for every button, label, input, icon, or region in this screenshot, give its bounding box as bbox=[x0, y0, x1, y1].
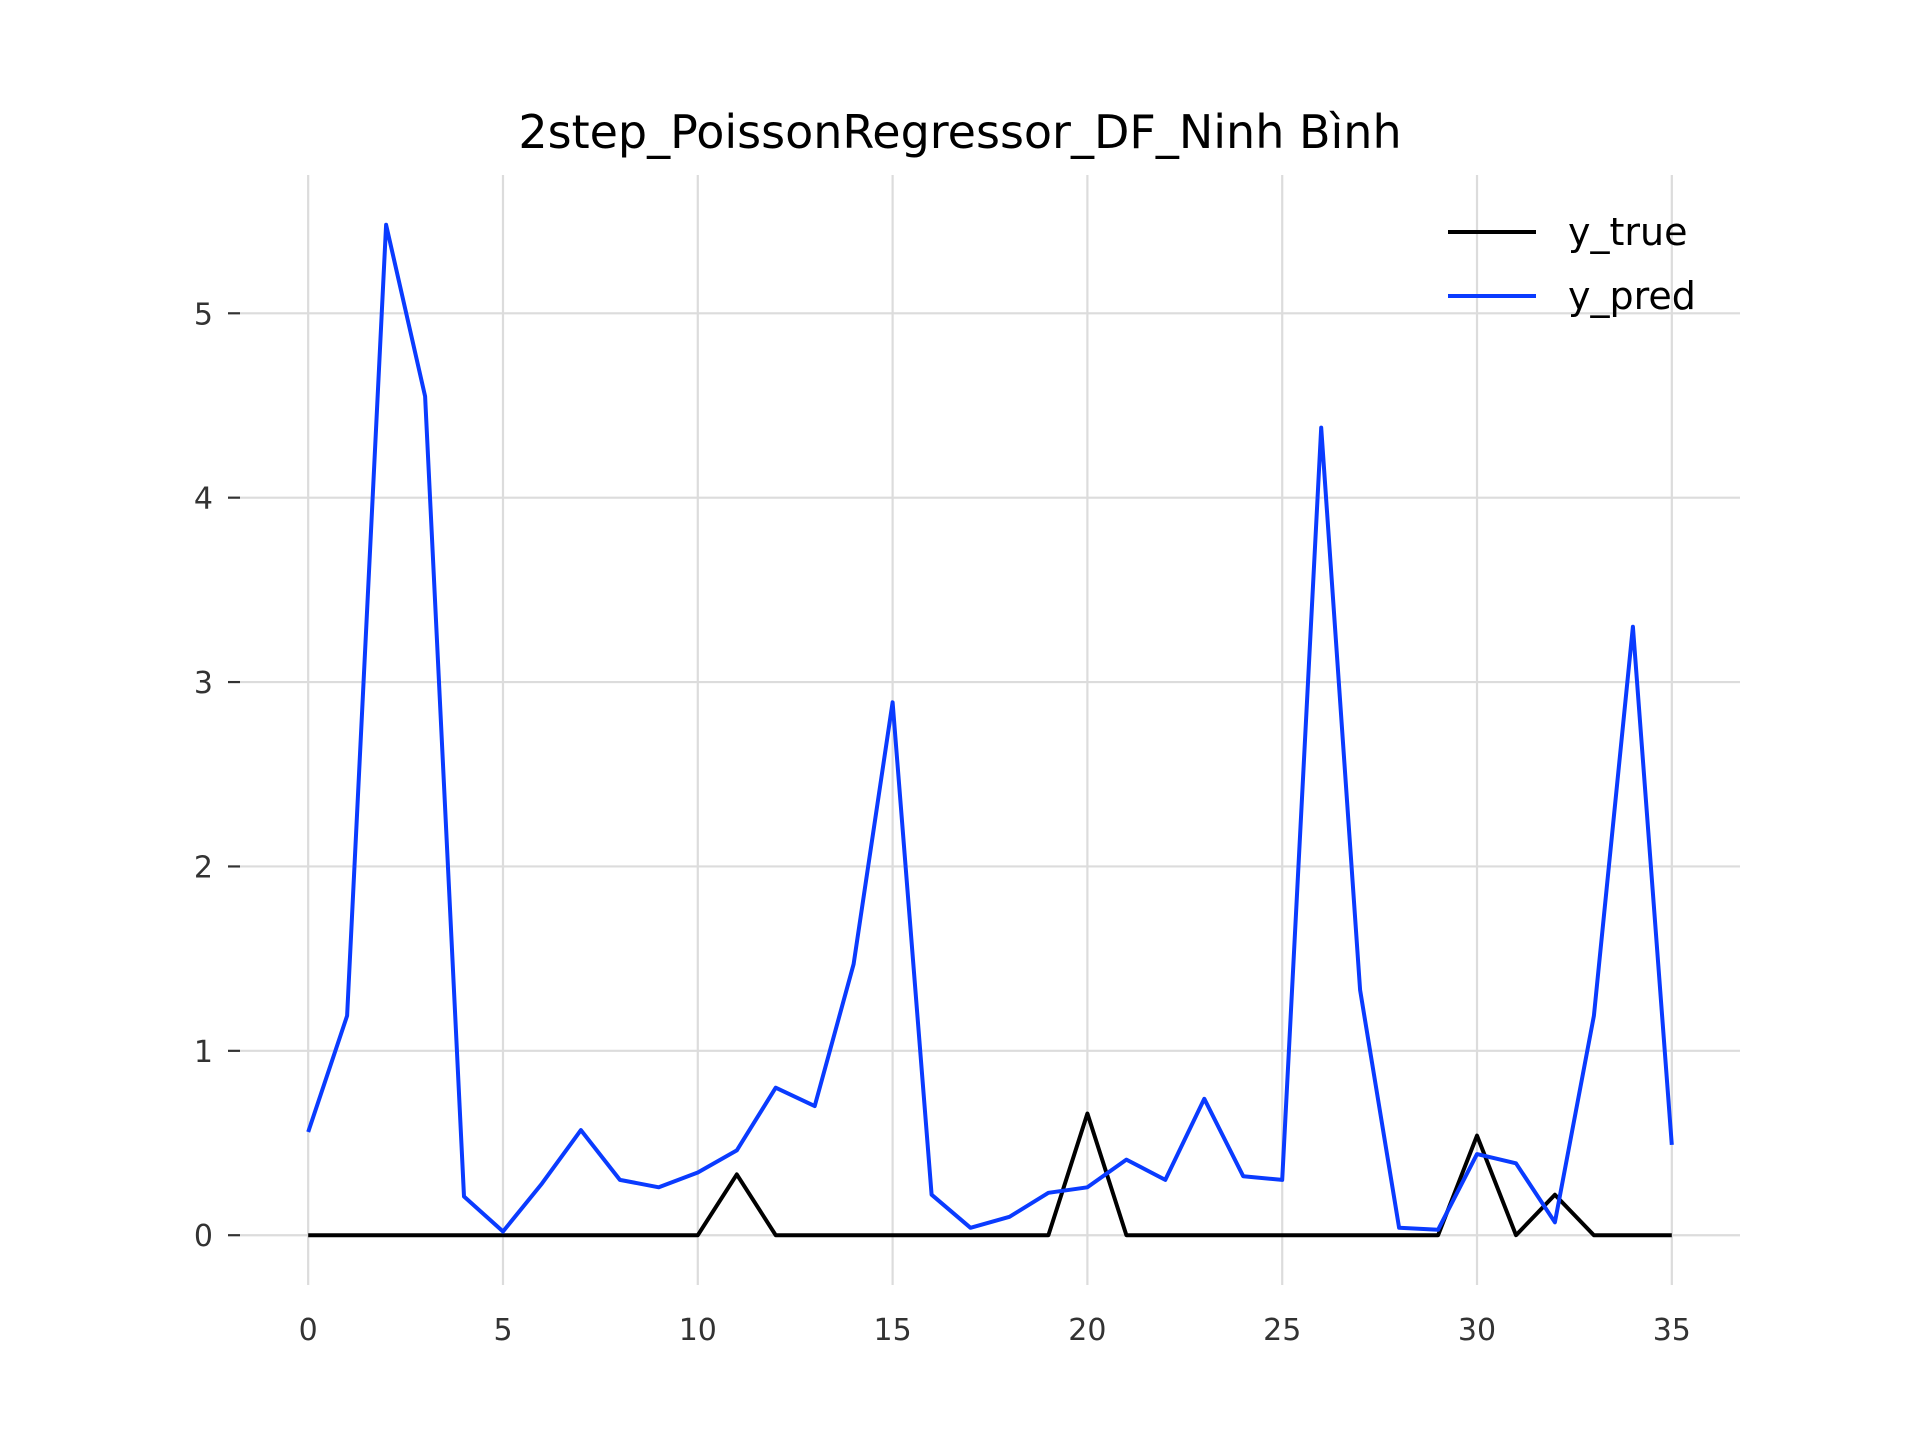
grid bbox=[240, 175, 1740, 1285]
legend-label-y-true: y_true bbox=[1568, 210, 1687, 254]
x-tick-label: 30 bbox=[1458, 1313, 1496, 1348]
series-line-y-pred bbox=[306, 222, 1674, 1234]
x-tick-label: 25 bbox=[1263, 1313, 1301, 1348]
x-tick-label: 0 bbox=[299, 1313, 318, 1348]
legend-label-y-pred: y_pred bbox=[1568, 274, 1696, 318]
x-tick-label: 10 bbox=[679, 1313, 717, 1348]
y-tick-label: 0 bbox=[194, 1219, 213, 1254]
y-tick-label: 5 bbox=[194, 297, 213, 332]
axis-ticks: 0 5 10 15 20 25 30 35 0 1 2 3 4 5 bbox=[194, 297, 1691, 1348]
y-tick-label: 4 bbox=[194, 482, 213, 517]
y-tick-label: 2 bbox=[194, 850, 213, 885]
y-tick-label: 3 bbox=[194, 666, 213, 701]
chart-title: 2step_PoissonRegressor_DF_Ninh Bình bbox=[518, 105, 1401, 159]
legend: y_true y_pred bbox=[1448, 210, 1696, 318]
series-lines bbox=[306, 222, 1674, 1238]
x-tick-label: 20 bbox=[1068, 1313, 1106, 1348]
x-tick-label: 5 bbox=[493, 1313, 512, 1348]
x-tick-label: 35 bbox=[1653, 1313, 1691, 1348]
x-tick-label: 15 bbox=[874, 1313, 912, 1348]
y-tick-label: 1 bbox=[194, 1035, 213, 1070]
